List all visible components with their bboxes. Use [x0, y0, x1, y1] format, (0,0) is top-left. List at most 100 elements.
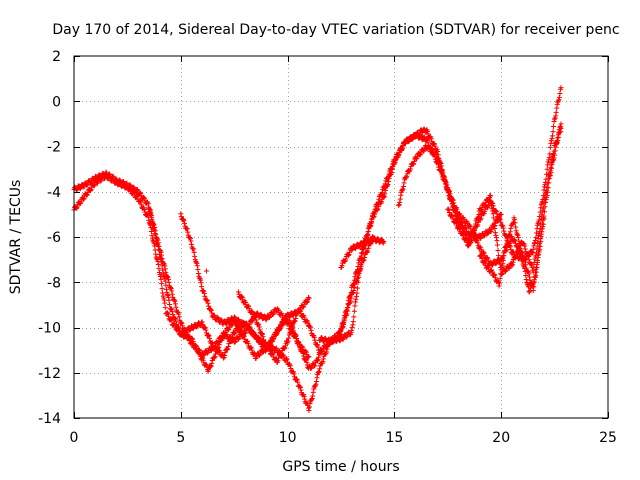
data-point — [557, 129, 563, 135]
data-point — [514, 251, 520, 257]
data-point — [182, 220, 188, 226]
data-point — [298, 387, 304, 393]
data-point — [554, 105, 560, 111]
data-point — [178, 211, 184, 217]
data-point — [513, 228, 519, 234]
data-point — [535, 255, 541, 261]
y-tick-label: -10 — [38, 321, 61, 337]
data-point — [453, 220, 459, 226]
series-track-9 — [445, 125, 564, 278]
data-point — [479, 256, 485, 262]
data-point — [246, 305, 252, 311]
data-point — [544, 188, 550, 194]
data-point — [533, 269, 539, 275]
data-point — [296, 341, 302, 347]
data-point — [166, 294, 172, 300]
data-point — [350, 322, 356, 328]
data-point — [158, 256, 164, 262]
data-point — [289, 324, 295, 330]
data-point — [467, 223, 473, 229]
data-point — [375, 199, 381, 205]
data-point — [166, 276, 172, 282]
data-point — [208, 363, 214, 369]
data-point — [539, 212, 545, 218]
data-point — [153, 238, 159, 244]
data-point — [507, 231, 513, 237]
data-point — [521, 263, 527, 269]
data-point — [297, 344, 303, 350]
data-point — [187, 235, 193, 241]
data-point — [149, 233, 155, 239]
data-point — [263, 316, 269, 322]
data-point — [411, 159, 417, 165]
data-point — [260, 334, 266, 340]
data-point — [260, 349, 266, 355]
data-point — [194, 346, 200, 352]
data-point — [310, 389, 316, 395]
data-point — [351, 288, 357, 294]
data-point — [193, 344, 199, 350]
data-point — [206, 332, 212, 338]
data-point — [504, 238, 510, 244]
data-point — [260, 331, 266, 337]
data-point — [294, 376, 300, 382]
data-point — [355, 285, 361, 291]
data-point — [477, 235, 483, 241]
data-point — [216, 344, 222, 350]
data-point — [222, 352, 228, 358]
data-point — [378, 192, 384, 198]
data-point — [497, 217, 503, 223]
data-point — [275, 358, 281, 364]
data-point — [558, 85, 564, 91]
data-point — [171, 297, 177, 303]
data-point — [353, 294, 359, 300]
data-point — [205, 300, 211, 306]
data-point — [261, 337, 267, 343]
data-point — [292, 318, 298, 324]
data-point — [162, 305, 168, 311]
data-point — [386, 179, 392, 185]
data-point — [503, 243, 509, 249]
data-point — [153, 234, 159, 240]
data-point — [382, 191, 388, 197]
data-point — [467, 240, 473, 246]
data-point — [476, 211, 482, 217]
data-point — [514, 230, 520, 236]
data-point — [497, 259, 503, 265]
data-point — [546, 157, 552, 163]
data-point — [324, 343, 330, 349]
data-point — [538, 233, 544, 239]
data-point — [355, 279, 361, 285]
data-point — [185, 229, 191, 235]
data-point — [397, 200, 403, 206]
data-point — [426, 144, 432, 150]
data-point — [500, 257, 506, 263]
data-point — [113, 176, 119, 182]
data-point — [540, 224, 546, 230]
data-point — [341, 316, 347, 322]
data-point — [437, 164, 443, 170]
data-point — [530, 246, 536, 252]
data-point — [550, 129, 556, 135]
data-point — [146, 220, 152, 226]
data-point — [242, 320, 248, 326]
data-point — [534, 245, 540, 251]
data-point — [351, 277, 357, 283]
data-point — [478, 253, 484, 259]
data-point — [306, 404, 312, 410]
data-point — [276, 355, 282, 361]
data-point — [540, 205, 546, 211]
data-point — [174, 321, 180, 327]
data-point — [365, 231, 371, 237]
data-point — [194, 263, 200, 269]
data-point — [187, 236, 193, 242]
data-point — [356, 260, 362, 266]
x-axis-label: GPS time / hours — [282, 459, 399, 475]
data-point — [471, 228, 477, 234]
data-point — [155, 244, 161, 250]
data-point — [194, 324, 200, 330]
data-point — [151, 221, 157, 227]
data-point — [252, 333, 258, 339]
data-point — [256, 335, 262, 341]
